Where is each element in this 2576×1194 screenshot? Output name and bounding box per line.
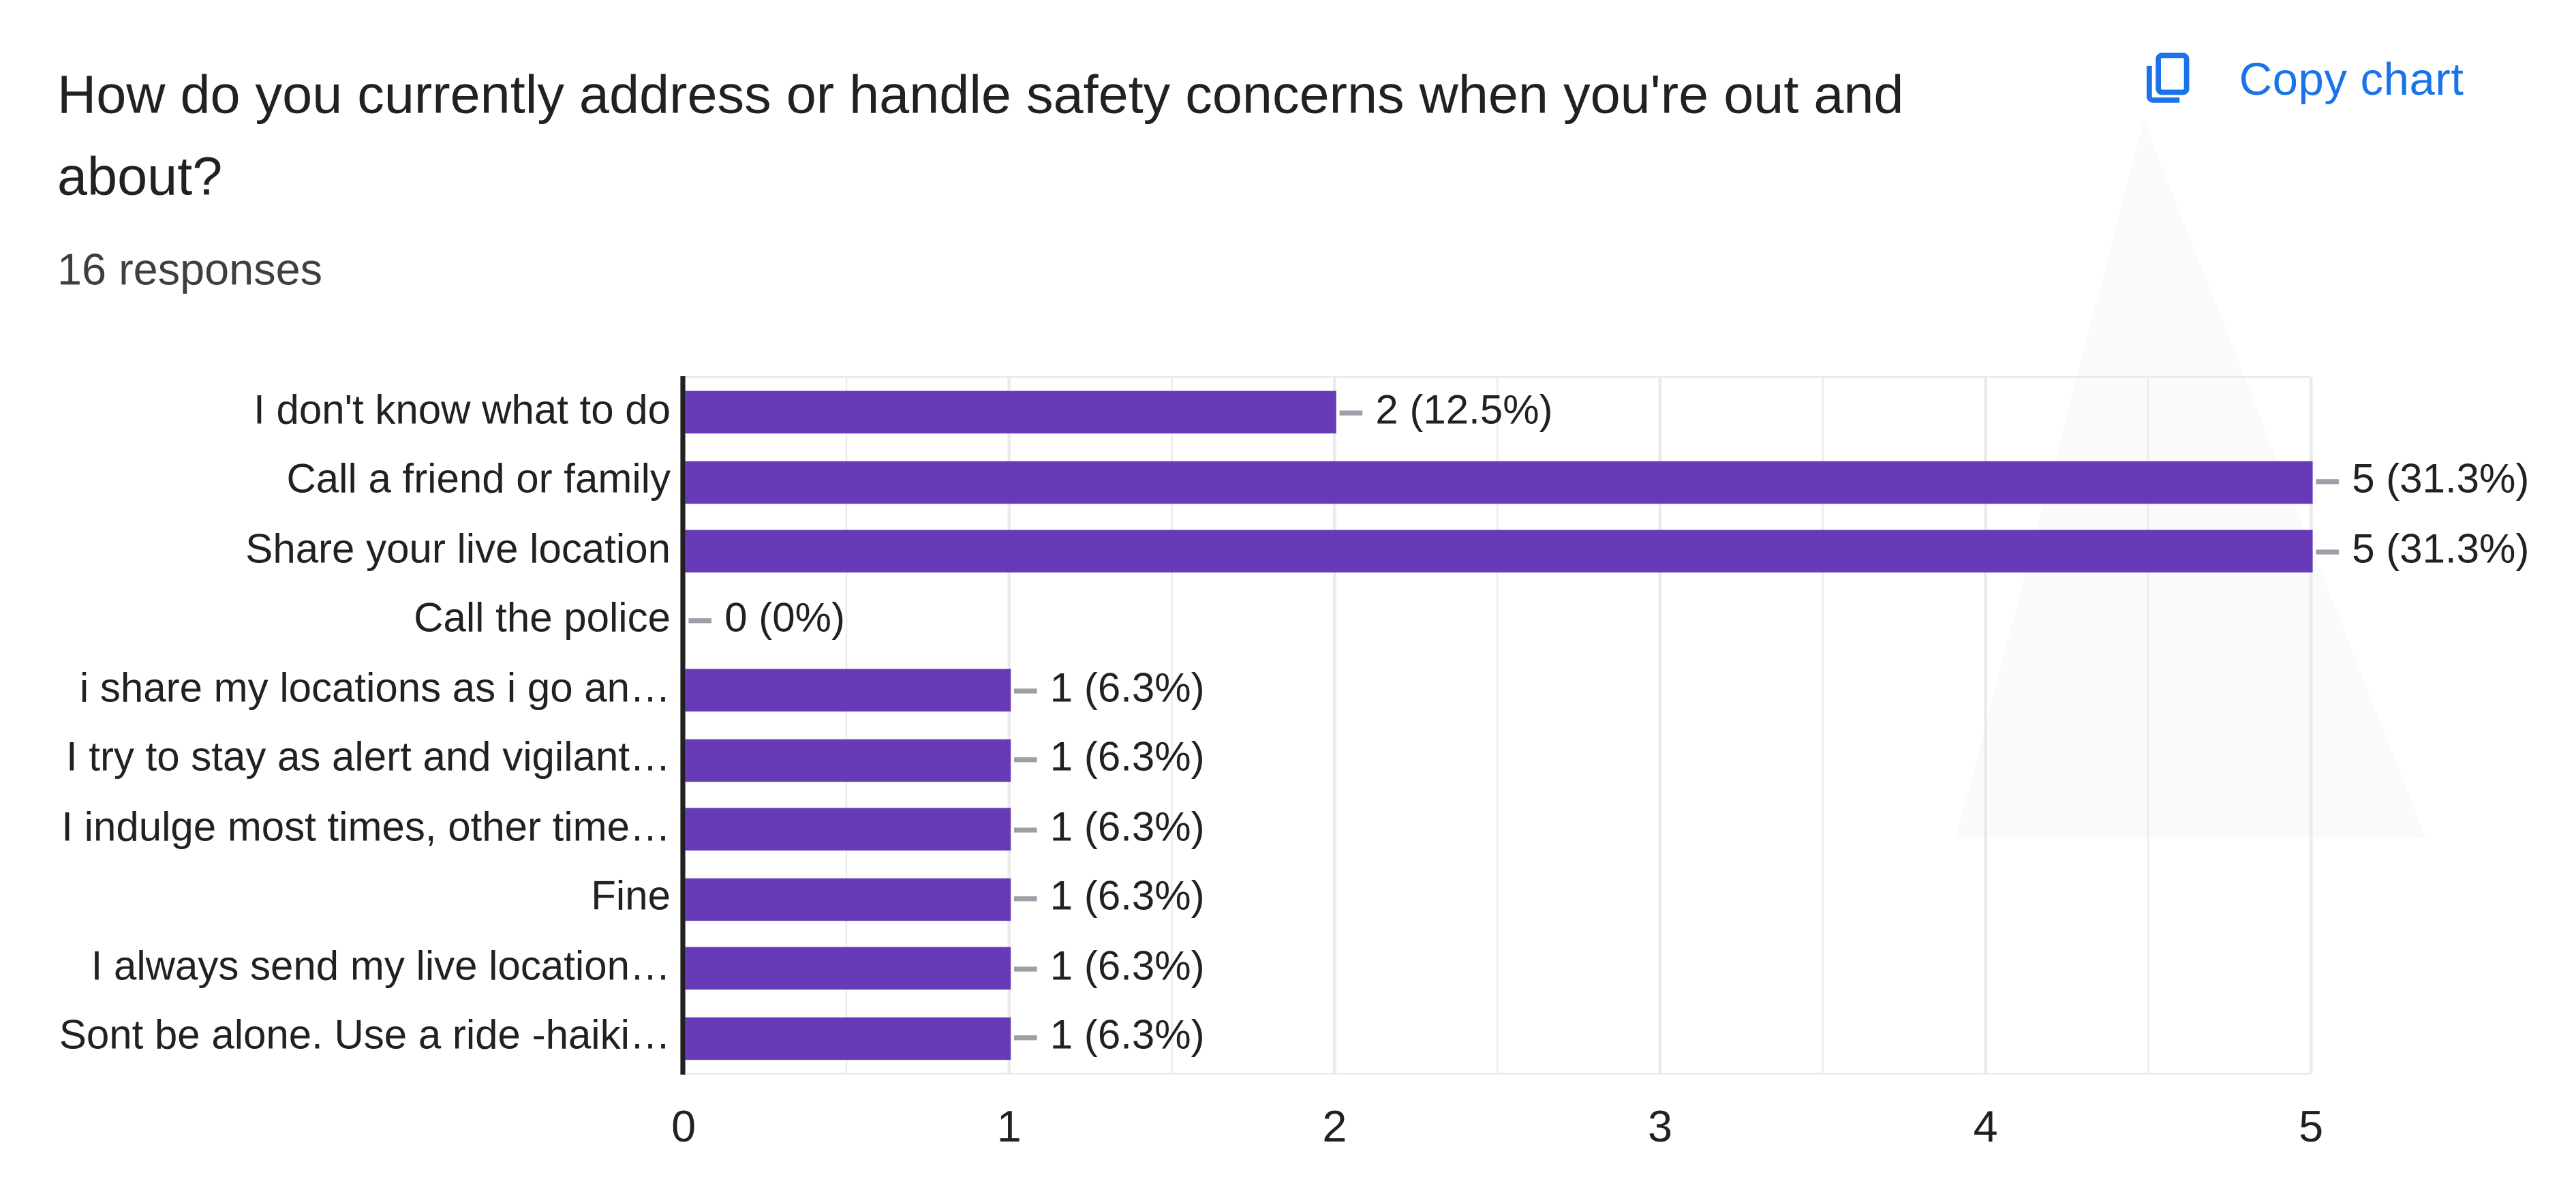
gridline [2147,378,2150,1073]
x-tick-label: 0 [671,1102,696,1152]
bar-value-dash [1014,1035,1037,1041]
category-label: Sont be alone. Use a ride -haiki… [59,1013,671,1059]
bar-value-dash [2316,479,2340,485]
bar [685,461,2313,504]
copy-icon [2138,46,2198,114]
bar [685,739,1011,782]
category-label: Call a friend or family [286,457,671,503]
bar-value-label: 1 (6.3%) [1049,874,1205,920]
bar-value-label: 5 (31.3%) [2352,457,2530,503]
x-tick-label: 3 [1647,1102,1673,1152]
category-label: I don't know what to do [254,387,671,433]
question-title-line2: about? [57,145,223,206]
gridline [845,378,848,1073]
response-count: 16 responses [57,245,323,295]
bar-value-dash [1014,966,1037,971]
category-label: I always send my live location… [91,943,671,990]
copy-chart-label: Copy chart [2239,54,2464,105]
bar-value-dash [1339,410,1363,415]
gridline [1984,378,1987,1073]
x-tick-label: 4 [1973,1102,1998,1152]
bar-value-dash [2316,549,2340,555]
bar-value-dash [688,618,711,624]
bar-value-label: 1 (6.3%) [1049,735,1205,781]
gridline [1333,378,1336,1073]
gridline [2310,378,2313,1073]
bar-value-label: 1 (6.3%) [1049,1013,1205,1059]
gridline [1170,378,1174,1073]
gridline [1659,378,1661,1073]
bar-value-label: 2 (12.5%) [1375,387,1553,433]
bar [685,530,2313,573]
category-label: Share your live location [245,526,671,572]
category-label: I indulge most times, other time… [61,804,671,851]
bar-value-dash [1014,757,1037,763]
gridline [1008,378,1011,1073]
gridline [1822,378,1824,1073]
bar-value-dash [1014,688,1037,694]
plot-area [680,376,2340,1075]
bar-value-dash [1014,896,1037,902]
x-tick-label: 5 [2299,1102,2324,1152]
gridline [1496,378,1499,1073]
y-axis-line [680,376,685,1075]
bar [685,947,1011,990]
bar-value-label: 1 (6.3%) [1049,943,1205,990]
bar-value-dash [1014,827,1037,832]
category-label: Call the police [414,596,671,642]
bar-value-label: 1 (6.3%) [1049,665,1205,711]
x-tick-label: 1 [996,1102,1022,1152]
bar-value-label: 0 (0%) [724,596,845,642]
bar [685,669,1011,712]
bar-value-label: 1 (6.3%) [1049,804,1205,851]
bar [685,808,1011,851]
copy-chart-button[interactable]: Copy chart [2131,40,2470,121]
question-title: How do you currently address or handle s… [57,54,2036,217]
category-label: Fine [591,874,671,920]
bar [685,1017,1011,1060]
category-label: I try to stay as alert and vigilant… [65,735,671,781]
question-title-line1: How do you currently address or handle s… [57,63,1904,125]
x-tick-label: 2 [1322,1102,1347,1152]
bar [685,878,1011,921]
bar [685,391,1336,434]
bar-value-label: 5 (31.3%) [2352,526,2530,572]
category-label: i share my locations as i go an… [79,665,671,711]
